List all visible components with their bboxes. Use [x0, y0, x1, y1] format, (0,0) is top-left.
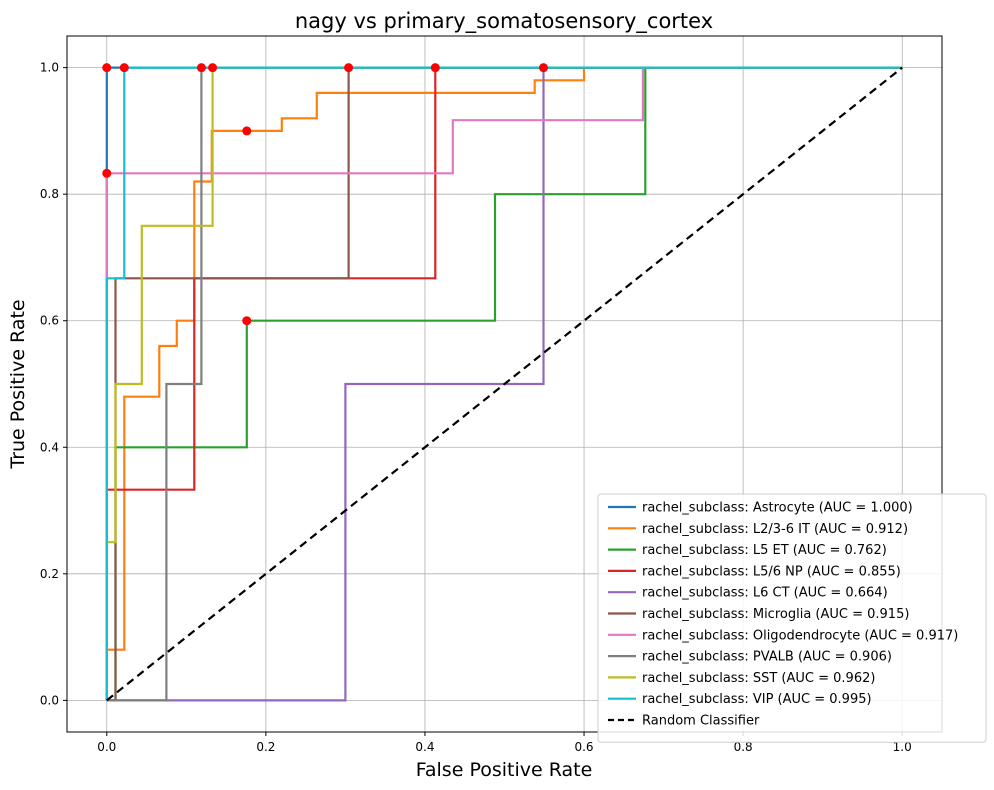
y-tick-label: 0.2: [40, 567, 59, 581]
series-line-9: [105, 66, 903, 701]
legend-label: rachel_subclass: Oligodendrocyte (AUC = …: [642, 628, 958, 643]
threshold-marker: [538, 63, 548, 73]
red-markers: [102, 63, 548, 326]
threshold-marker: [196, 63, 206, 73]
threshold-marker: [102, 168, 112, 178]
series-line-10: [106, 66, 903, 702]
legend-label: rachel_subclass: L2/3-6 IT (AUC = 0.912): [642, 522, 908, 537]
threshold-marker: [242, 126, 252, 136]
x-axis-label: False Positive Rate: [416, 759, 593, 781]
y-axis-label: True Positive Rate: [7, 299, 29, 469]
y-tick-label: 0.6: [40, 314, 59, 328]
threshold-marker: [242, 316, 252, 326]
chart-title: nagy vs primary_somatosensory_cortex: [295, 9, 713, 34]
legend-box: [597, 493, 987, 743]
legend-label: rachel_subclass: VIP (AUC = 0.995): [642, 692, 872, 707]
threshold-marker: [119, 63, 129, 73]
threshold-marker: [344, 63, 354, 73]
legend-label: rachel_subclass: L5/6 NP (AUC = 0.855): [642, 564, 901, 579]
y-tick-label: 1.0: [40, 61, 59, 75]
legend-label: rachel_subclass: L5 ET (AUC = 0.762): [642, 543, 887, 558]
x-tick-label: 0.8: [734, 740, 753, 754]
legend-label: rachel_subclass: SST (AUC = 0.962): [642, 671, 875, 686]
x-tick-label: 0.4: [415, 740, 434, 754]
x-tick-label: 1.0: [893, 740, 912, 754]
legend-label: rachel_subclass: Microglia (AUC = 0.915): [642, 607, 909, 622]
y-tick-label: 0.8: [40, 187, 59, 201]
ticks: 0.0 0.2 0.4 0.6 0.8 1.0 0.0 0.2 0.4 0.6 0.8 1.0: [40, 61, 912, 754]
threshold-marker: [430, 63, 440, 73]
plot-frame: [66, 35, 943, 733]
x-tick-label: 0.2: [256, 740, 275, 754]
x-tick-label: 0.0: [97, 740, 116, 754]
y-tick-label: 0.4: [40, 440, 59, 454]
x-tick-label: 0.6: [574, 740, 593, 754]
legend-label: Random Classifier: [642, 714, 760, 729]
legend-label: rachel_subclass: PVALB (AUC = 0.906): [642, 650, 892, 665]
threshold-marker: [102, 63, 112, 73]
legend-label: rachel_subclass: Astrocyte (AUC = 1.000): [642, 501, 913, 516]
legend: rachel_subclass: Astrocyte (AUC = 1.000)…: [597, 493, 987, 743]
legend-label: rachel_subclass: L6 CT (AUC = 0.664): [642, 586, 888, 601]
y-tick-label: 0.0: [40, 693, 59, 707]
threshold-marker: [208, 63, 218, 73]
series-line-8: [106, 66, 903, 544]
